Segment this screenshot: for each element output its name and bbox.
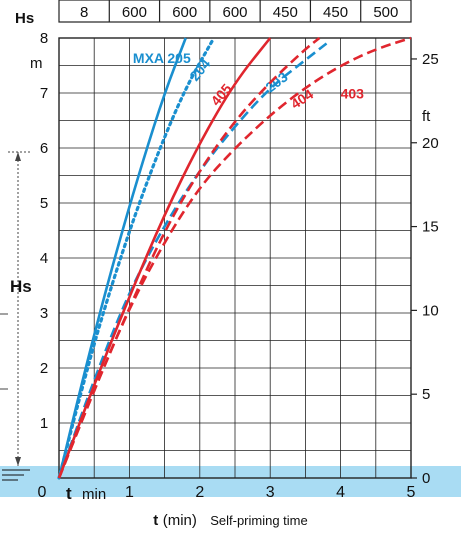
height-arrow-icon xyxy=(0,152,32,466)
y-tick-left: 2 xyxy=(40,360,48,377)
y-tick-right: 25 xyxy=(422,51,439,68)
y-tick-right: 0 xyxy=(422,470,430,487)
y-tick-right: 15 xyxy=(422,219,439,236)
y-tick-right: 20 xyxy=(422,135,439,152)
caption-t: t xyxy=(153,512,158,529)
header-table: Hs 8 600 600 600 450 450 500 xyxy=(15,0,411,27)
y-tick-left: 8 xyxy=(40,30,48,47)
x-inline-unit: min xyxy=(82,486,106,503)
grid xyxy=(59,38,411,478)
x-tick: 2 xyxy=(195,484,204,501)
header-cell: 500 xyxy=(373,4,398,21)
caption-unit: (min) xyxy=(163,512,197,529)
right-unit-label: ft xyxy=(422,108,431,125)
x-inline-t: t xyxy=(66,484,72,503)
header-cell: 8 xyxy=(80,4,88,21)
x-tick: 5 xyxy=(407,484,416,501)
y-tick-left: 4 xyxy=(40,250,48,267)
x-tick: 4 xyxy=(336,484,345,501)
header-cell: 450 xyxy=(273,4,298,21)
header-cell: 600 xyxy=(172,4,197,21)
y-tick-left: 3 xyxy=(40,305,48,322)
series-label: MXA 205 xyxy=(133,50,191,66)
x-tick: 0 xyxy=(38,484,47,501)
series-label: 405 xyxy=(207,80,234,108)
y-tick-left: 7 xyxy=(40,85,48,102)
y-tick-left: 1 xyxy=(40,415,48,432)
y-tick-left: 6 xyxy=(40,140,48,157)
series-line-203 xyxy=(59,44,327,479)
y-tick-left: 5 xyxy=(40,195,48,212)
y-tick-right: 10 xyxy=(422,302,439,319)
caption-desc: Self-priming time xyxy=(210,513,308,528)
left-axis-label: Hs xyxy=(10,277,32,296)
series-label: 403 xyxy=(341,86,365,102)
header-label: Hs xyxy=(15,10,34,27)
x-tick: 3 xyxy=(266,484,275,501)
header-cell: 450 xyxy=(323,4,348,21)
x-caption: t (min) Self-priming time xyxy=(0,512,461,530)
y-tick-right: 5 xyxy=(422,386,430,403)
left-unit-label: m xyxy=(30,55,43,72)
x-tick: 1 xyxy=(125,484,134,501)
header-cell: 600 xyxy=(222,4,247,21)
header-cell: 600 xyxy=(122,4,147,21)
